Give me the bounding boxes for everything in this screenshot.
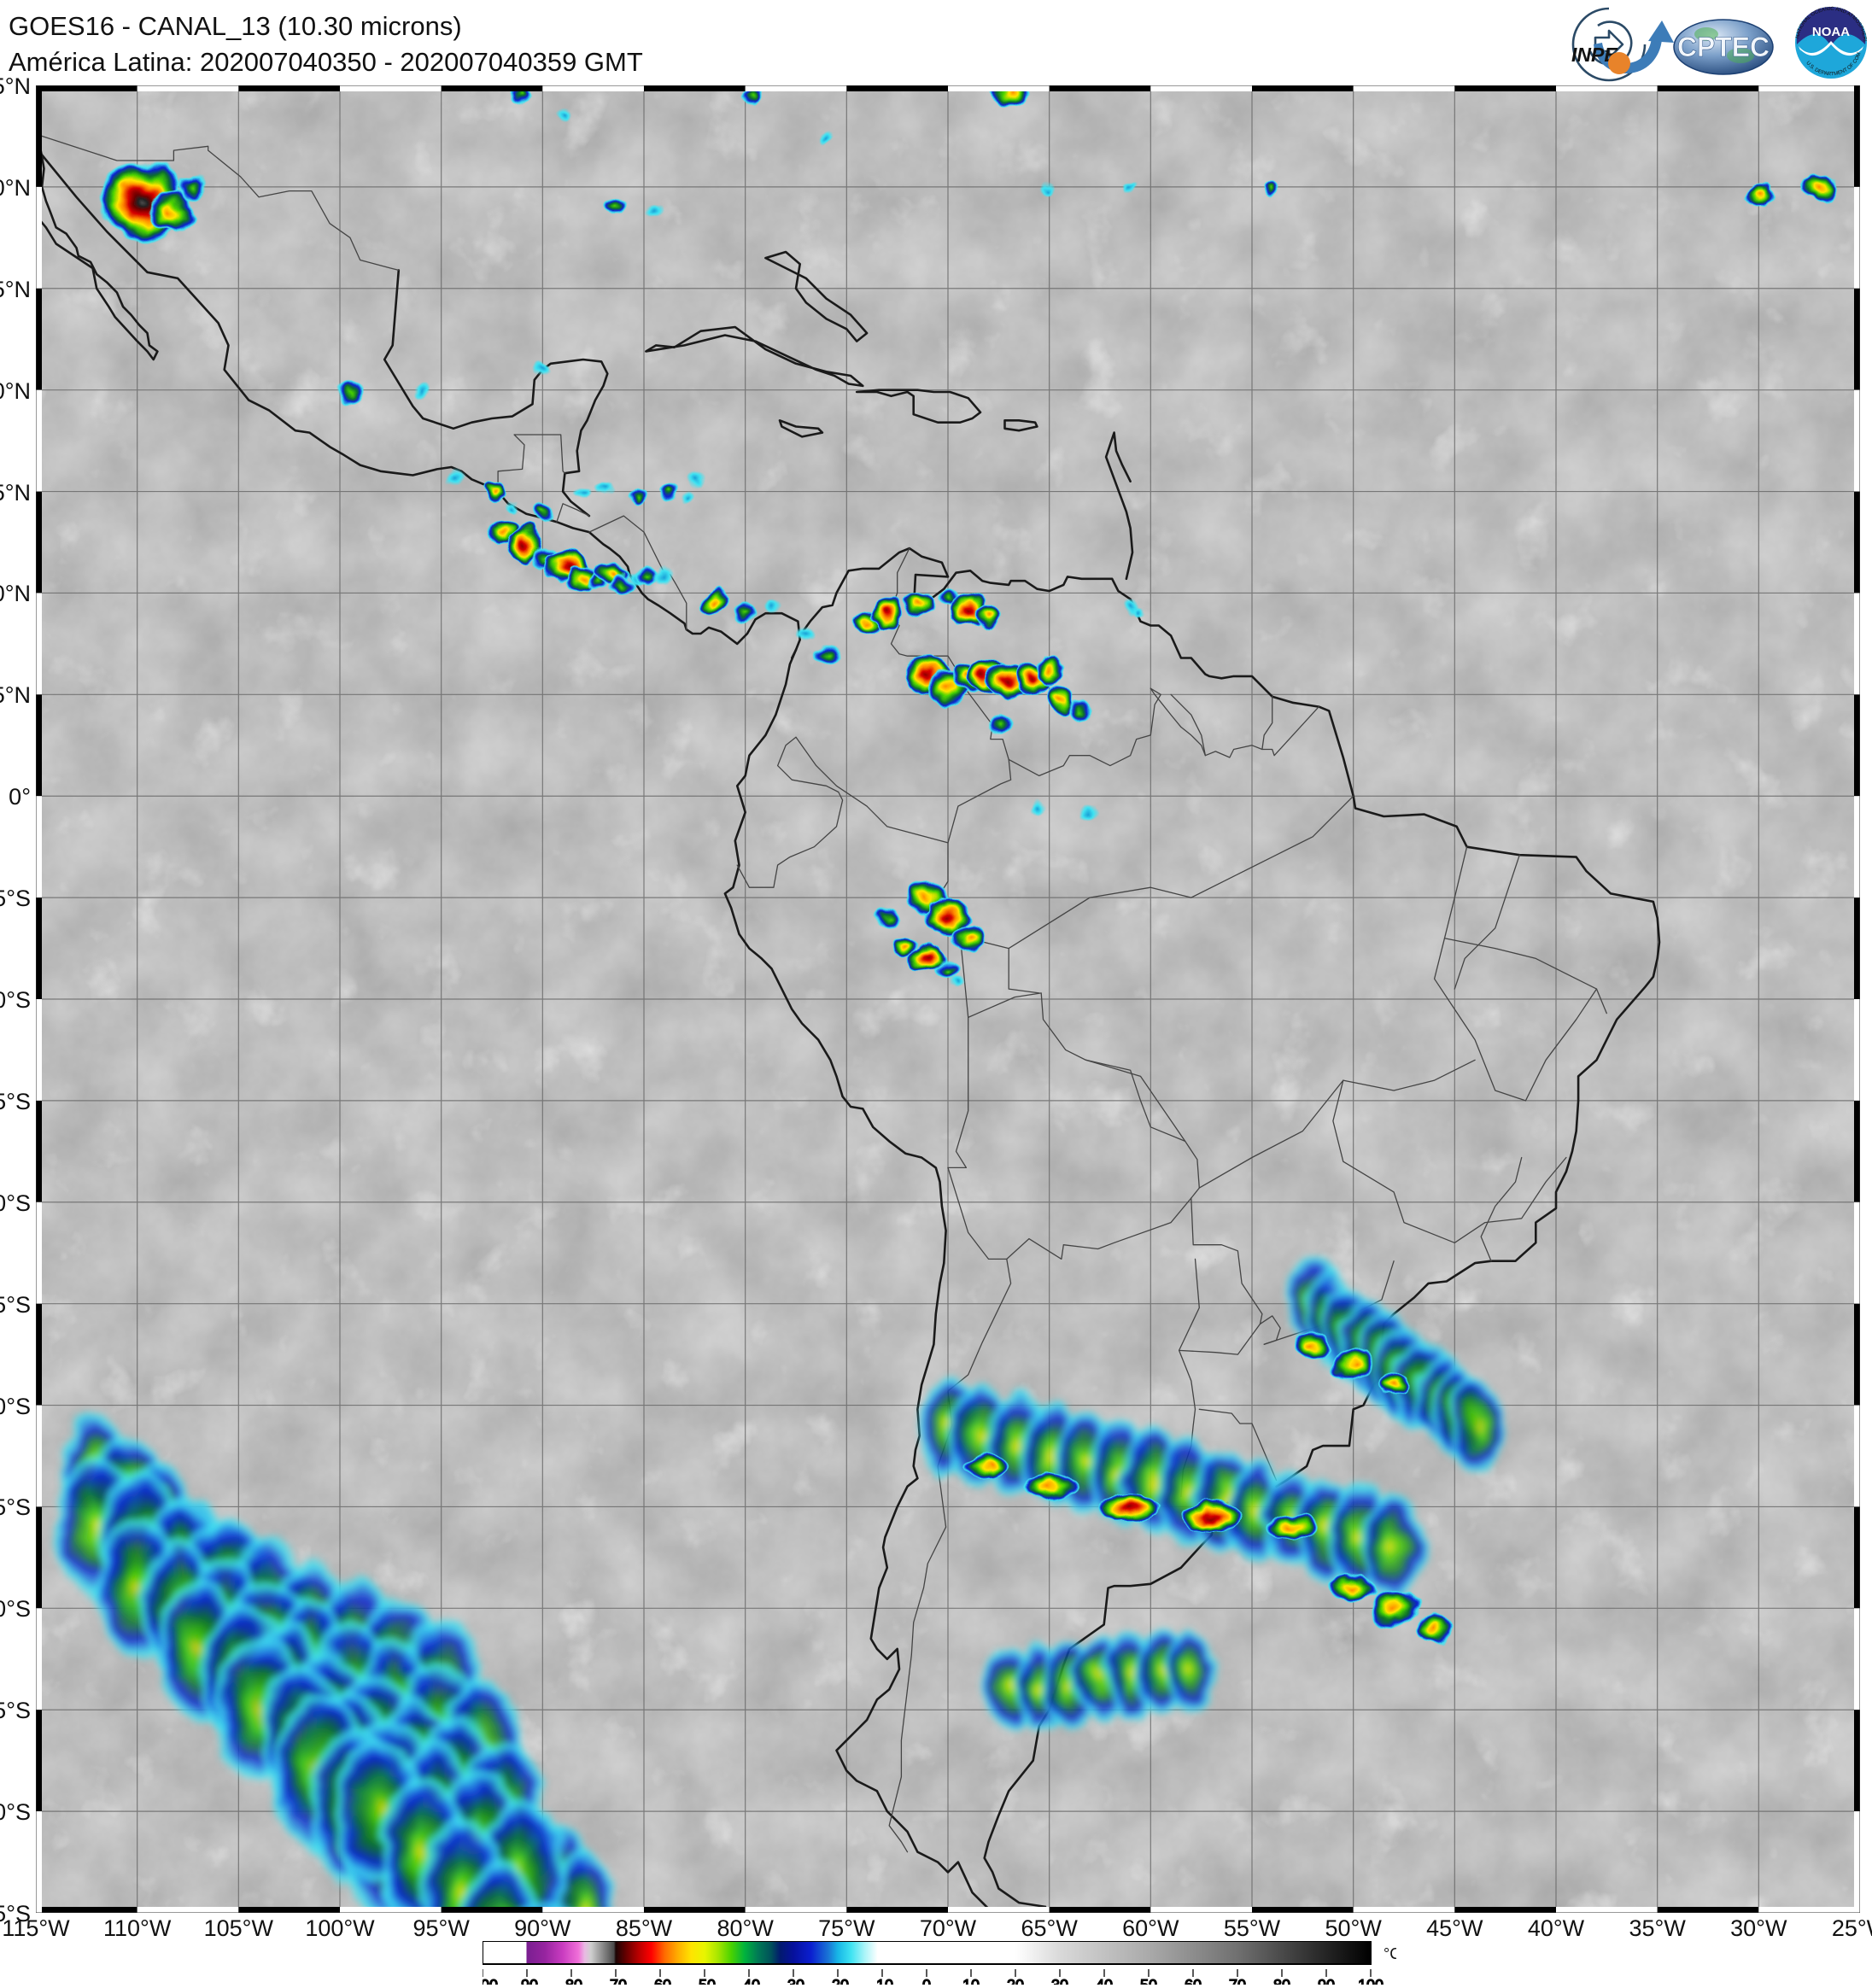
svg-text:100: 100 bbox=[1358, 1977, 1384, 1985]
svg-text:60: 60 bbox=[1185, 1977, 1202, 1985]
svg-text:20: 20 bbox=[1007, 1977, 1024, 1985]
svg-text:°C: °C bbox=[1384, 1945, 1396, 1962]
svg-text:-30: -30 bbox=[782, 1977, 804, 1985]
svg-text:-20: -20 bbox=[827, 1977, 849, 1985]
svg-text:NOAA: NOAA bbox=[1812, 25, 1850, 39]
svg-text:-80: -80 bbox=[560, 1977, 582, 1985]
svg-text:-90: -90 bbox=[516, 1977, 538, 1985]
svg-text:70: 70 bbox=[1229, 1977, 1246, 1985]
svg-text:40: 40 bbox=[1096, 1977, 1113, 1985]
svg-text:CPTEC: CPTEC bbox=[1677, 32, 1770, 62]
svg-text:-10: -10 bbox=[871, 1977, 893, 1985]
svg-text:90: 90 bbox=[1318, 1977, 1335, 1985]
svg-text:-60: -60 bbox=[649, 1977, 671, 1985]
svg-text:-40: -40 bbox=[738, 1977, 760, 1985]
svg-text:30: 30 bbox=[1051, 1977, 1068, 1985]
svg-text:-70: -70 bbox=[605, 1977, 627, 1985]
svg-text:0: 0 bbox=[922, 1977, 931, 1985]
svg-text:-100: -100 bbox=[483, 1977, 498, 1985]
svg-text:80: 80 bbox=[1273, 1977, 1290, 1985]
svg-text:-50: -50 bbox=[693, 1977, 716, 1985]
svg-text:50: 50 bbox=[1140, 1977, 1157, 1985]
svg-text:10: 10 bbox=[962, 1977, 980, 1985]
